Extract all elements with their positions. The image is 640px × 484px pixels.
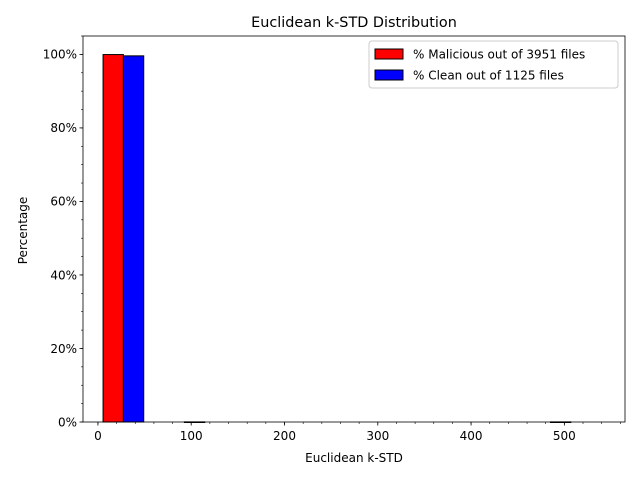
- chart-title: Euclidean k-STD Distribution: [251, 15, 457, 31]
- legend-swatch-clean: [374, 69, 404, 81]
- x-tick-label: 100: [180, 429, 203, 443]
- x-axis-label: Euclidean k-STD: [305, 451, 403, 465]
- y-tick-label: 40%: [50, 268, 77, 282]
- y-axis-label: Percentage: [16, 197, 30, 265]
- legend: [368, 40, 619, 89]
- x-tick-label: 300: [366, 429, 389, 443]
- y-tick-label: 20%: [50, 342, 77, 356]
- bar-malicious-0: [102, 54, 124, 423]
- plot-frame: [82, 35, 626, 423]
- bar-clean-0: [122, 55, 145, 423]
- y-tick-label: 80%: [50, 121, 77, 135]
- legend-label-malicious: % Malicious out of 3951 files: [413, 48, 585, 62]
- x-tick-label: 400: [460, 429, 483, 443]
- x-tick-label: 500: [553, 429, 576, 443]
- x-tick-label: 0: [94, 429, 102, 443]
- y-tick-label: 60%: [50, 195, 77, 209]
- legend-label-clean: % Clean out of 1125 files: [413, 69, 564, 83]
- y-tick-label: 100%: [43, 48, 77, 62]
- x-tick-label: 200: [273, 429, 296, 443]
- y-tick-label: 0%: [58, 415, 77, 429]
- legend-swatch-malicious: [374, 48, 404, 60]
